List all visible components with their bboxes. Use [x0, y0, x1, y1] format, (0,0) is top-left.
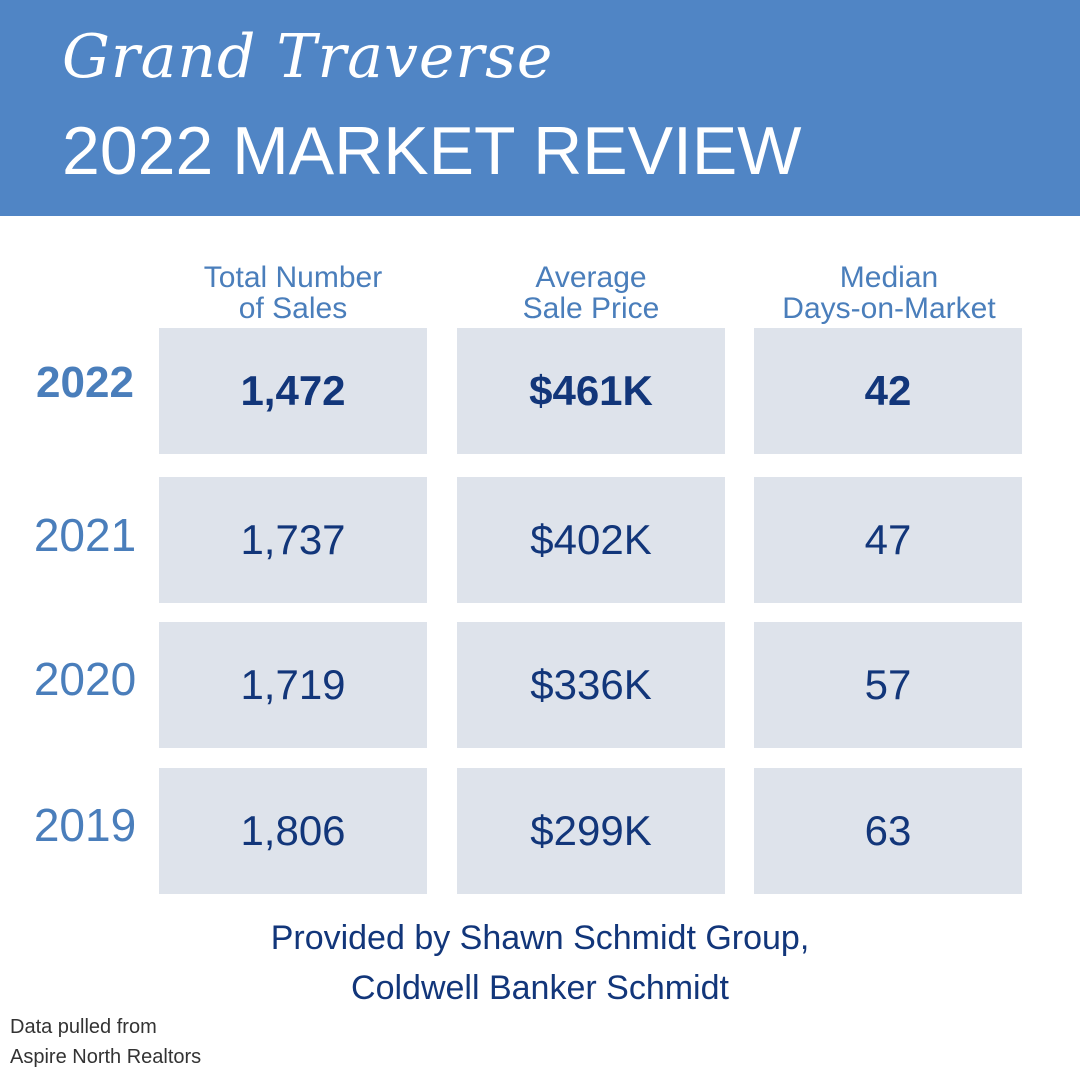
page-title: 2022 MARKET REVIEW [62, 113, 802, 189]
cell-price-2021: $402K [457, 477, 725, 603]
row-year-2022: 2022 [36, 358, 134, 407]
cell-price-2020: $336K [457, 622, 725, 748]
row-year-2021: 2021 [33, 509, 137, 561]
header-banner: Grand Traverse 2022 MARKET REVIEW [0, 0, 1080, 216]
cell-sales-2020: 1,719 [159, 622, 427, 748]
row-year-2020: 2020 [33, 653, 137, 705]
cell-dom-2021: 47 [754, 477, 1022, 603]
column-header-price: Average Sale Price [522, 261, 660, 325]
data-source-note: Data pulled from Aspire North Realtors [10, 1016, 202, 1068]
provider-credit-line1: Provided by Shawn Schmidt Group, [270, 919, 810, 957]
cell-price-2022: $461K [457, 328, 725, 454]
cell-sales-2019: 1,806 [159, 768, 427, 894]
row-year-2019: 2019 [33, 799, 137, 851]
cell-price-2019: $299K [457, 768, 725, 894]
cell-dom-2020: 57 [754, 622, 1022, 748]
column-header-dom: Median Days-on-Market [782, 261, 996, 325]
provider-credit-line2: Coldwell Banker Schmidt [351, 969, 729, 1007]
cell-sales-2021: 1,737 [159, 477, 427, 603]
region-title: Grand Traverse [62, 22, 554, 92]
cell-dom-2022: 42 [754, 328, 1022, 454]
cell-dom-2019: 63 [754, 768, 1022, 894]
cell-sales-2022: 1,472 [159, 328, 427, 454]
column-header-sales: Total Number of Sales [203, 261, 383, 325]
